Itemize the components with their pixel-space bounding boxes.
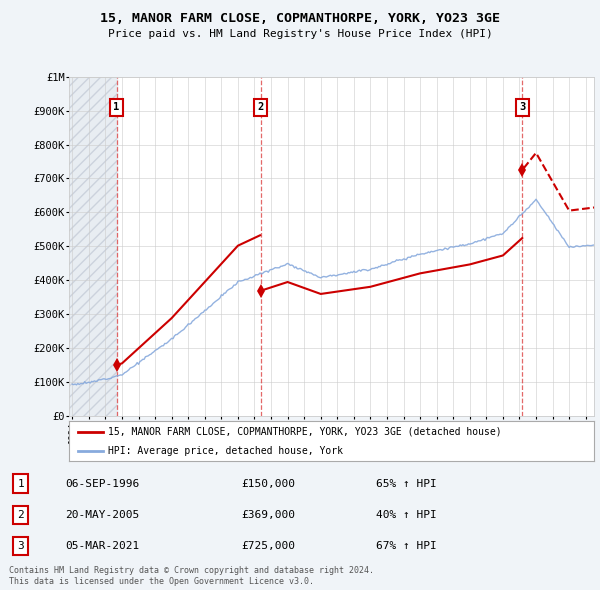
Text: 2: 2 <box>257 102 264 112</box>
Text: Price paid vs. HM Land Registry's House Price Index (HPI): Price paid vs. HM Land Registry's House … <box>107 29 493 39</box>
Text: £150,000: £150,000 <box>241 478 295 489</box>
Text: 3: 3 <box>519 102 526 112</box>
Text: HPI: Average price, detached house, York: HPI: Average price, detached house, York <box>109 447 343 456</box>
Text: 05-MAR-2021: 05-MAR-2021 <box>65 541 139 551</box>
Text: 15, MANOR FARM CLOSE, COPMANTHORPE, YORK, YO23 3GE (detached house): 15, MANOR FARM CLOSE, COPMANTHORPE, YORK… <box>109 427 502 437</box>
Text: 15, MANOR FARM CLOSE, COPMANTHORPE, YORK, YO23 3GE: 15, MANOR FARM CLOSE, COPMANTHORPE, YORK… <box>100 12 500 25</box>
Text: 06-SEP-1996: 06-SEP-1996 <box>65 478 139 489</box>
Bar <box>69 77 116 416</box>
Text: This data is licensed under the Open Government Licence v3.0.: This data is licensed under the Open Gov… <box>9 577 314 586</box>
Text: 1: 1 <box>17 478 24 489</box>
Text: £725,000: £725,000 <box>241 541 295 551</box>
Text: 2: 2 <box>17 510 24 520</box>
Text: 1: 1 <box>113 102 119 112</box>
Text: 3: 3 <box>17 541 24 551</box>
Text: Contains HM Land Registry data © Crown copyright and database right 2024.: Contains HM Land Registry data © Crown c… <box>9 566 374 575</box>
Text: 40% ↑ HPI: 40% ↑ HPI <box>376 510 437 520</box>
Text: 20-MAY-2005: 20-MAY-2005 <box>65 510 139 520</box>
Text: £369,000: £369,000 <box>241 510 295 520</box>
Text: 67% ↑ HPI: 67% ↑ HPI <box>376 541 437 551</box>
Text: 65% ↑ HPI: 65% ↑ HPI <box>376 478 437 489</box>
